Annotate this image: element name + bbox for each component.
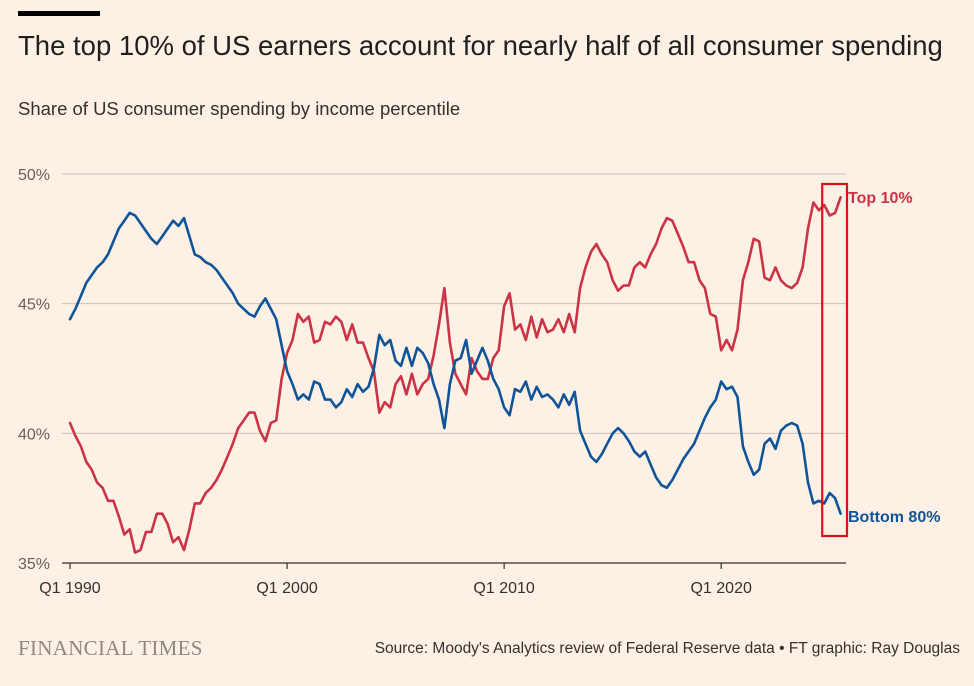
y-tick-label: 40% <box>18 426 50 443</box>
x-tick-label: Q1 2010 <box>473 580 534 597</box>
x-tick-label: Q1 1990 <box>39 580 100 597</box>
y-tick-label: 35% <box>18 556 50 573</box>
bottom-80-label: Bottom 80% <box>848 509 940 526</box>
y-tick-label: 50% <box>18 167 50 184</box>
source-note: Source: Moody's Analytics review of Fede… <box>374 640 960 657</box>
line-chart: 35% 40% 45% 50% Q1 1990 Q1 2000 Q1 2010 Q1 2020… <box>18 167 940 597</box>
y-tick-label: 45% <box>18 297 50 314</box>
x-tick-label: Q1 2000 <box>256 580 317 597</box>
x-tick-label: Q1 2020 <box>690 580 751 597</box>
top-10-label: Top 10% <box>848 190 913 207</box>
brand-rule <box>18 11 100 16</box>
chart-title: The top 10% of US earners account for ne… <box>18 30 943 61</box>
ft-brand-logo: FINANCIAL TIMES <box>18 636 203 660</box>
bottom-80-series-line <box>68 211 842 515</box>
highlight-box <box>821 182 849 538</box>
chart-subtitle: Share of US consumer spending by income … <box>18 98 461 119</box>
top-10-series-line <box>68 196 842 554</box>
